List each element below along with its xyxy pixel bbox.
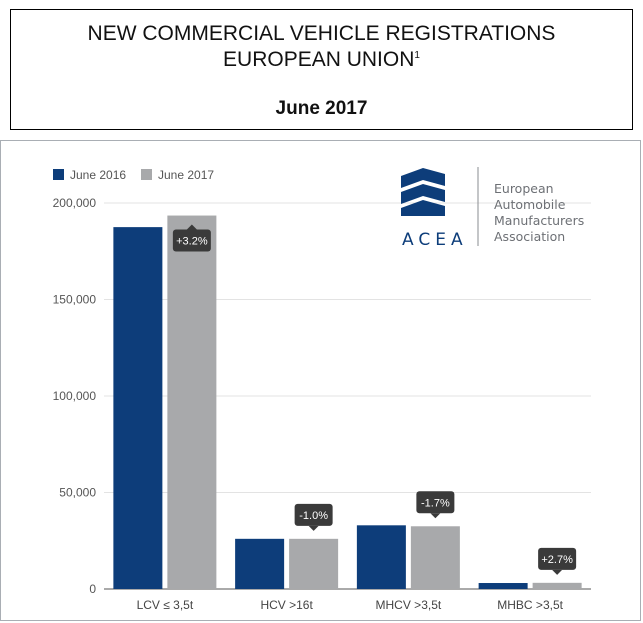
legend-swatch-june-2016 (53, 169, 64, 180)
bars (113, 215, 582, 590)
x-tick-label: MHBC >3,5t (497, 598, 563, 612)
x-tick-label: HCV >16t (260, 598, 313, 612)
y-tick-label: 200,000 (53, 196, 97, 210)
change-label-3: +2.7% (538, 547, 577, 575)
logo-name-line-1: European (494, 181, 554, 196)
legend-swatch-june-2017 (141, 169, 152, 180)
y-axis: 0 50,000 100,000 150,000 200,000 (53, 196, 97, 596)
bar-june-2016-0 (113, 227, 163, 589)
change-label-box (416, 491, 455, 514)
change-label-pointer (430, 513, 441, 519)
change-label-0: +3.2% (172, 224, 211, 252)
change-label-text: +2.7% (541, 554, 573, 566)
report-title-line2: EUROPEAN UNION1 (11, 47, 632, 73)
report-header: NEW COMMERCIAL VEHICLE REGISTRATIONS EUR… (10, 9, 633, 130)
bar-june-2016-3 (478, 583, 528, 589)
y-tick-label: 50,000 (59, 486, 96, 500)
legend: June 2016 June 2017 (53, 168, 214, 182)
legend-label-june-2017: June 2017 (158, 168, 214, 182)
report-period: June 2017 (275, 98, 368, 119)
bar-june-2017-0 (167, 215, 217, 590)
change-labels: +3.2% -1.0% -1.7% +2.7% (172, 224, 577, 575)
bar-june-2016-2 (356, 525, 406, 589)
y-tick-label: 100,000 (53, 389, 97, 403)
x-tick-label: MHCV >3,5t (376, 598, 442, 612)
bar-june-2017-1 (289, 538, 339, 589)
x-axis: LCV ≤ 3,5t HCV >16t MHCV >3,5t MHBC >3,5t (137, 598, 564, 612)
chart-panel: 0 50,000 100,000 150,000 200,000 +3.2% -1.0% -… (0, 140, 641, 621)
legend-label-june-2016: June 2016 (70, 168, 126, 182)
acea-acronym: ACEA (402, 230, 468, 250)
change-label-box (294, 503, 333, 526)
y-tick-label: 150,000 (53, 293, 97, 307)
bar-chart: 0 50,000 100,000 150,000 200,000 +3.2% -1.0% -… (53, 167, 591, 612)
logo-name-line-2: Automobile (494, 197, 566, 212)
change-label-pointer (186, 224, 197, 230)
acea-logo-icon (401, 168, 445, 216)
logo-name-line-3: Manufacturers (494, 213, 584, 228)
change-label-2: -1.7% (416, 491, 455, 519)
bar-june-2017-2 (410, 526, 460, 589)
change-label-1: -1.0% (294, 503, 333, 531)
change-label-box (172, 229, 211, 252)
change-label-pointer (308, 525, 319, 531)
logo-name-line-4: Association (494, 229, 565, 244)
bar-june-2016-1 (235, 538, 285, 589)
change-label-text: +3.2% (176, 236, 208, 248)
report-title-region: EUROPEAN UNION (223, 48, 415, 71)
acea-logo: ACEA European Automobile Manufacturers A… (401, 167, 584, 250)
title-footnote-marker: 1 (414, 50, 420, 61)
y-tick-label: 0 (89, 582, 96, 596)
report-title-line1: NEW COMMERCIAL VEHICLE REGISTRATIONS (87, 22, 556, 45)
change-label-text: -1.0% (299, 510, 328, 522)
change-label-pointer (552, 569, 563, 575)
change-label-text: -1.7% (421, 497, 450, 509)
x-tick-label: LCV ≤ 3,5t (137, 598, 194, 612)
bar-june-2017-3 (532, 582, 582, 589)
change-label-box (538, 547, 577, 570)
